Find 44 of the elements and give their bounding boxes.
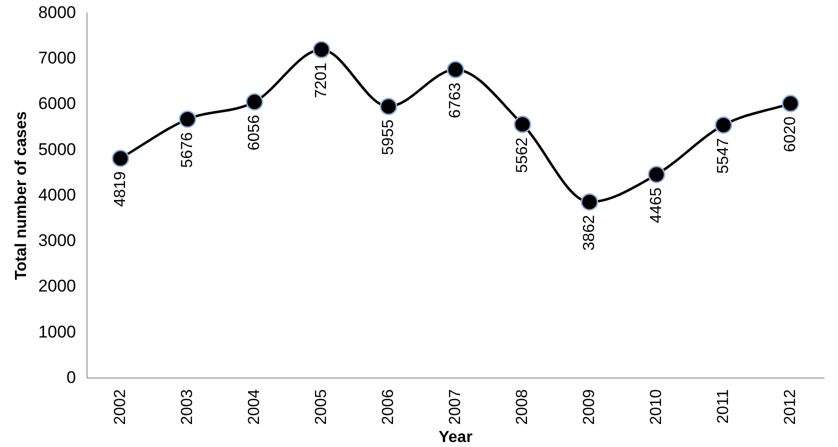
point — [446, 60, 464, 78]
y-tick-label: 1000 — [38, 322, 76, 342]
x-tick-label: 2011 — [714, 389, 732, 424]
point — [246, 93, 264, 111]
x-tick-label: 2003 — [178, 389, 196, 425]
x-tick-label: 2002 — [112, 389, 129, 425]
data-label: 5547 — [714, 138, 732, 174]
y-tick-label: 7000 — [38, 48, 76, 68]
x-tick-label: 2007 — [446, 389, 464, 425]
x-tick-label: 2012 — [782, 389, 799, 425]
y-axis-title: Total number of cases — [13, 111, 30, 280]
x-axis-title: Year — [438, 428, 472, 446]
y-tick-label: 5000 — [38, 140, 76, 159]
data-label: 7201 — [312, 62, 330, 98]
y-tick-label: 8000 — [38, 2, 76, 22]
data-label: 5955 — [380, 119, 397, 156]
y-tick-label: 2000 — [38, 276, 76, 296]
data-label: 3862 — [580, 214, 598, 251]
point — [782, 94, 800, 112]
point — [112, 150, 130, 168]
y-tick-label: 4000 — [38, 185, 76, 204]
x-tick-label: 2008 — [514, 389, 531, 425]
x-tick-label: 2005 — [312, 389, 330, 425]
data-label: 5676 — [178, 132, 196, 168]
y-tick-label: 3000 — [38, 231, 76, 250]
data-label: 4819 — [112, 171, 129, 207]
x-tick-label: 2006 — [380, 389, 397, 425]
point — [580, 193, 598, 211]
data-label: 6763 — [446, 82, 464, 118]
data-label: 5562 — [514, 137, 531, 174]
point — [178, 110, 196, 128]
point — [312, 40, 330, 58]
data-label: 4465 — [648, 187, 665, 224]
y-tick-label: 0 — [66, 368, 76, 387]
point — [514, 116, 532, 134]
x-tick-label: 2009 — [580, 389, 598, 425]
x-tick-label: 2010 — [648, 389, 665, 425]
point — [380, 98, 398, 116]
point — [714, 116, 732, 134]
x-tick-label: 2004 — [246, 389, 263, 425]
data-label: 6056 — [246, 114, 263, 150]
point — [648, 166, 666, 184]
y-tick-label: 6000 — [38, 94, 76, 114]
data-label: 6020 — [782, 116, 799, 152]
